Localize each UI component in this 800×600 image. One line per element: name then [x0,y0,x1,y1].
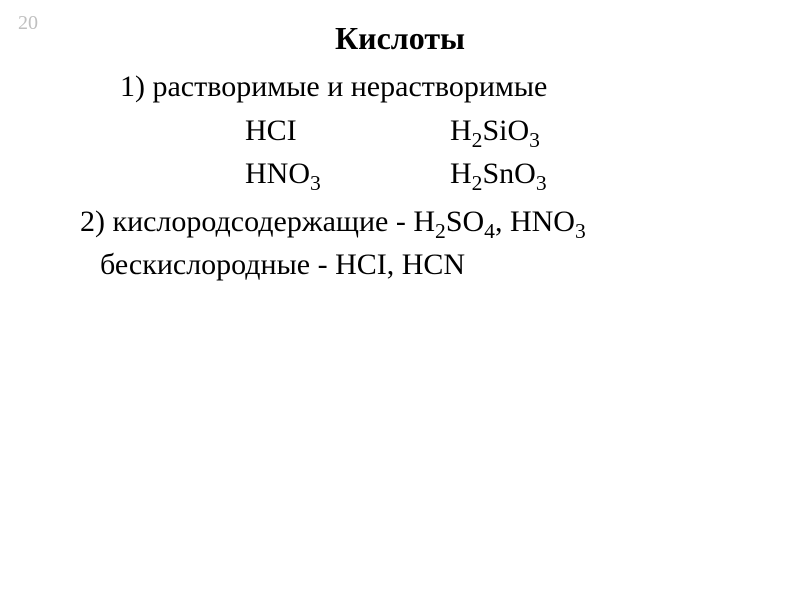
page-number: 20 [18,12,38,35]
formula-h2sio3: H2SiO3 [450,109,760,153]
formula-row-1: HCI H2SiO3 [40,109,760,153]
formula-h2sno3: H2SnO3 [450,152,760,196]
section2-line-b: бескислородные - HCI, HCN [40,243,760,287]
formula-hci: HCI [245,109,450,153]
section2-line-a: 2) кислородсодержащие - H2SO4, HNO3 [40,200,760,244]
section1-heading: 1) растворимые и нерастворимые [40,65,760,109]
formula-row-2: HNO3 H2SnO3 [40,152,760,196]
page-title: Кислоты [40,20,760,57]
formula-hno3: HNO3 [245,152,450,196]
